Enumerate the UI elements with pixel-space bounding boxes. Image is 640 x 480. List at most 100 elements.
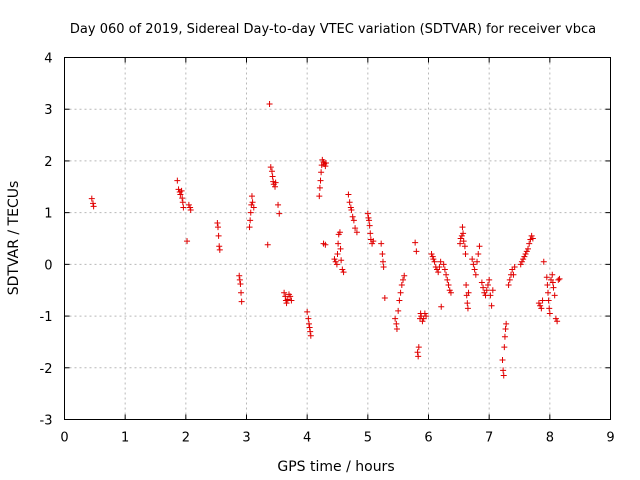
data-point [364,210,371,217]
data-point [537,302,544,309]
data-point [431,258,438,265]
data-point [380,258,386,265]
data-point [337,245,344,252]
x-tick-label: 0 [60,431,68,446]
chart-title: Day 060 of 2019, Sidereal Day-to-day VTE… [70,22,596,37]
data-point [415,353,422,360]
data-point [501,344,508,351]
data-point [348,207,355,214]
data-point [246,224,253,231]
data-point [185,201,192,208]
data-point [180,204,187,211]
data-point [506,276,513,283]
data-point [414,349,421,356]
data-point [238,289,245,296]
data-point [284,296,291,303]
data-point [465,289,472,296]
data-point [555,276,562,283]
data-point [429,253,436,260]
data-point [249,199,256,206]
data-point [518,258,525,265]
data-point [272,183,279,190]
data-point [281,289,288,296]
data-point [178,187,185,194]
data-point [179,195,186,202]
x-tick-label: 2 [182,431,190,446]
data-point [267,164,274,171]
data-point [461,243,468,250]
data-point [316,193,323,200]
data-point [428,251,435,258]
data-point [305,320,312,327]
data-point [487,292,494,299]
data-point [276,210,283,217]
data-point [412,239,419,246]
data-point [460,238,467,245]
data-point [535,300,542,307]
data-point [304,308,311,315]
data-point [369,240,376,247]
data-point [517,261,524,268]
data-point [526,240,533,247]
data-point [510,271,517,278]
data-point [177,191,184,198]
data-point [216,246,223,253]
data-point [335,240,342,247]
data-point [349,213,356,220]
data-point [215,232,222,239]
data-point [175,186,182,193]
data-point [438,303,445,310]
data-point [520,256,527,263]
data-point [545,289,552,296]
data-point [437,258,444,265]
y-tick-label: 1 [44,207,52,222]
data-point [338,257,345,264]
plot-frame [64,57,611,420]
data-point [236,276,243,283]
data-point [446,287,453,294]
data-point [521,253,528,260]
data-point [268,168,275,175]
y-tick-label: 3 [44,103,52,118]
data-point [501,333,508,340]
data-point [552,315,559,322]
data-point [400,276,407,283]
data-point [236,272,243,279]
y-tick-label: -3 [40,414,53,429]
data-point [469,256,476,263]
data-point [366,217,373,224]
data-point [272,179,279,186]
data-point [347,204,354,211]
y-tick-label: 0 [44,258,52,273]
data-point [269,173,276,180]
data-point [184,238,191,245]
y-tick-label: 4 [44,52,52,67]
data-point [336,229,343,236]
data-point [447,289,454,296]
y-tick-label: -2 [40,362,53,377]
data-point [478,279,485,286]
data-point [463,282,470,289]
data-point [339,266,346,273]
data-point [546,305,553,312]
x-tick-label: 6 [424,431,432,446]
data-point [367,230,374,237]
data-point [464,305,471,312]
data-point [392,315,399,322]
data-point [307,328,314,335]
data-point [378,240,385,247]
data-point [459,224,466,231]
data-point [266,101,273,108]
y-tick-label: 2 [44,155,52,170]
data-point [435,269,442,276]
data-point [528,232,535,239]
data-point [275,201,282,208]
data-point [484,282,491,289]
data-point [214,219,221,226]
data-point [396,297,403,304]
data-point [365,214,372,221]
data-point [398,282,405,289]
data-point [502,326,509,332]
data-point [523,248,530,255]
x-tick-label: 7 [485,431,493,446]
